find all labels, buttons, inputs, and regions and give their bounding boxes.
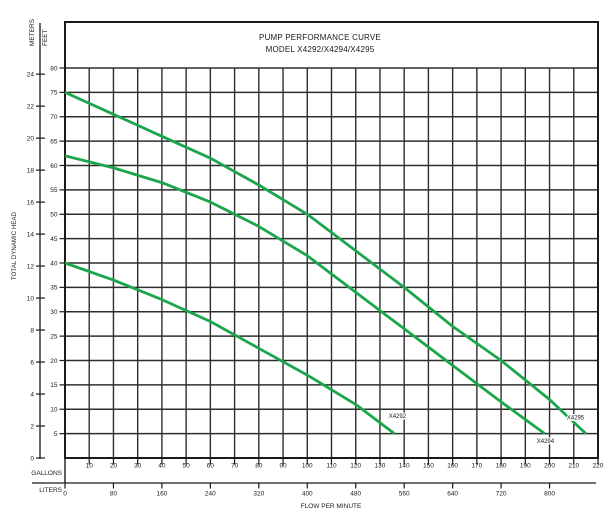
meters-tick-label: 0: [30, 455, 34, 462]
meters-tick-label: 14: [27, 231, 35, 238]
feet-axis-label: FEET: [42, 29, 49, 46]
liters-tick-label: 0: [63, 490, 67, 497]
gallons-tick-label: 170: [471, 463, 482, 470]
gallons-tick-label: 140: [399, 463, 410, 470]
feet-tick-label: 70: [50, 114, 58, 121]
gallons-tick-label: 20: [110, 463, 118, 470]
feet-tick-label: 60: [50, 163, 58, 170]
feet-tick-label: 65: [50, 138, 58, 145]
feet-tick-label: 40: [50, 260, 58, 267]
gallons-tick-label: 60: [207, 463, 215, 470]
gallons-tick-label: 120: [350, 463, 361, 470]
feet-tick-label: 20: [50, 358, 58, 365]
gallons-tick-label: 40: [158, 463, 166, 470]
curve-x4292: [64, 261, 396, 435]
meters-tick-label: 6: [30, 359, 34, 366]
meters-tick-label: 20: [27, 135, 35, 142]
meters-tick-label: 12: [27, 263, 35, 270]
gallons-tick-label: 180: [496, 463, 507, 470]
liters-tick-label: 80: [110, 490, 118, 497]
gallons-tick-label: 130: [375, 463, 386, 470]
liters-tick-label: 480: [350, 490, 361, 497]
gallons-tick-label: 220: [593, 463, 604, 470]
meters-tick-label: 24: [27, 71, 35, 78]
gallons-tick-label: 110: [326, 463, 337, 470]
gallons-tick-label: 30: [134, 463, 142, 470]
liters-tick-label: 240: [205, 490, 216, 497]
chart-title-line-2: MODEL X4292/X4294/X4295: [265, 44, 375, 54]
meters-tick-label: 4: [30, 391, 34, 398]
chart-title-line-1: PUMP PERFORMANCE CURVE: [259, 33, 381, 42]
meters-tick-label: 10: [27, 295, 35, 302]
meters-tick-label: 22: [27, 103, 35, 110]
gallons-tick-label: 10: [86, 463, 94, 470]
curve-label-underlay-x4294: [536, 437, 554, 445]
feet-tick-label: 80: [50, 65, 58, 72]
gallons-axis-label: GALLONS: [31, 470, 62, 477]
total-dynamic-head-label: TOTAL DYNAMIC HEAD: [12, 211, 18, 280]
meters-tick-label: 18: [27, 167, 35, 174]
curve-label-underlay-x4292: [388, 412, 406, 420]
gallons-tick-label: 90: [279, 463, 287, 470]
liters-tick-label: 800: [544, 490, 555, 497]
gallons-tick-label: 100: [302, 463, 313, 470]
liters-tick-label: 400: [302, 490, 313, 497]
gallons-tick-label: 200: [544, 463, 555, 470]
feet-tick-label: 35: [50, 285, 58, 292]
liters-axis-label: LITERS: [39, 487, 62, 494]
feet-tick-label: 25: [50, 333, 58, 340]
gallons-tick-label: 190: [520, 463, 531, 470]
feet-tick-label: 15: [50, 382, 58, 389]
curve-label-x4292: X4292: [389, 414, 407, 420]
gallons-tick-label: 50: [183, 463, 191, 470]
feet-tick-label: 55: [50, 187, 58, 194]
liters-tick-label: 640: [447, 490, 458, 497]
flow-per-minute-label: FLOW PER MINUTE: [300, 503, 362, 510]
meters-tick-label: 8: [30, 327, 34, 334]
liters-tick-label: 160: [156, 490, 167, 497]
feet-tick-label: 30: [50, 309, 58, 316]
gallons-tick-label: 210: [568, 463, 579, 470]
liters-tick-label: 560: [399, 490, 410, 497]
gallons-tick-label: 80: [255, 463, 263, 470]
meters-axis-label: METERS: [29, 18, 36, 46]
curve-x4295: [64, 91, 587, 435]
feet-tick-label: 10: [50, 407, 58, 414]
feet-tick-label: 75: [50, 90, 58, 97]
liters-tick-label: 320: [253, 490, 264, 497]
curve-label-underlay-x4295: [566, 413, 584, 421]
curve-label-x4295: X4295: [567, 415, 585, 421]
gallons-tick-label: 160: [447, 463, 458, 470]
feet-tick-label: 45: [50, 236, 58, 243]
gallons-tick-label: 150: [423, 463, 434, 470]
meters-tick-label: 2: [30, 423, 34, 430]
curve-label-x4294: X4294: [537, 439, 555, 445]
liters-tick-label: 720: [496, 490, 507, 497]
curve-x4294: [64, 154, 546, 435]
feet-tick-label: 5: [54, 431, 58, 438]
meters-tick-label: 16: [27, 199, 35, 206]
feet-tick-label: 50: [50, 212, 58, 219]
gallons-tick-label: 70: [231, 463, 239, 470]
